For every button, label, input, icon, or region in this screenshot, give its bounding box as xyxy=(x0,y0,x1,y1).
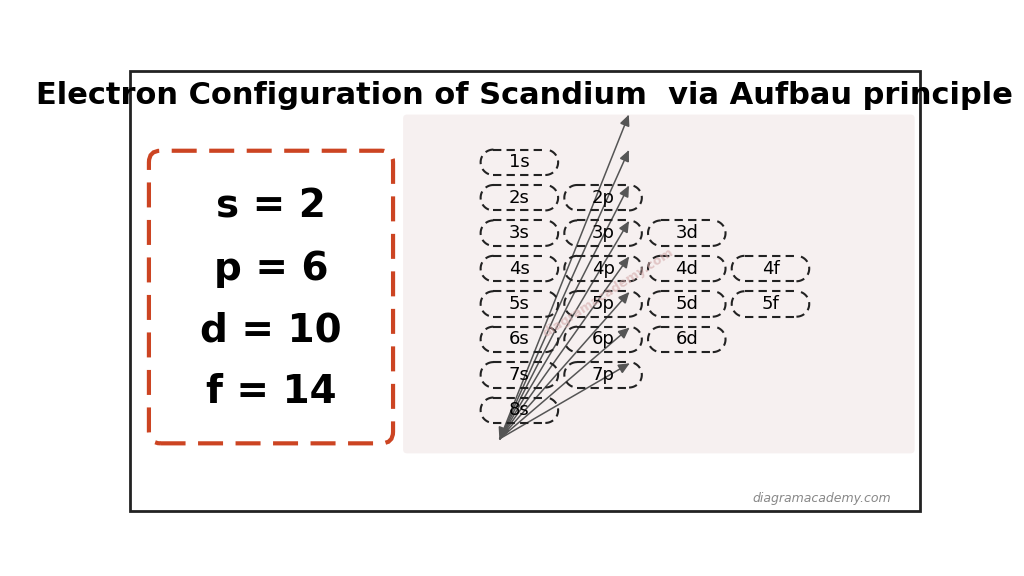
Polygon shape xyxy=(620,222,628,233)
Text: d = 10: d = 10 xyxy=(200,311,342,349)
Polygon shape xyxy=(618,293,628,303)
FancyBboxPatch shape xyxy=(403,115,914,453)
Text: 5f: 5f xyxy=(762,295,779,313)
Polygon shape xyxy=(621,116,629,126)
FancyBboxPatch shape xyxy=(148,151,393,444)
Text: 4f: 4f xyxy=(762,260,779,278)
Text: 8s: 8s xyxy=(509,401,529,419)
Polygon shape xyxy=(620,258,628,268)
Text: 2s: 2s xyxy=(509,189,529,207)
Text: 3s: 3s xyxy=(509,224,529,242)
Polygon shape xyxy=(618,364,628,373)
Text: s = 2: s = 2 xyxy=(216,188,326,226)
Text: Electron Configuration of Scandium  via Aufbau principle: Electron Configuration of Scandium via A… xyxy=(37,81,1013,111)
Text: 5p: 5p xyxy=(592,295,614,313)
Text: 3p: 3p xyxy=(592,224,614,242)
Text: 7p: 7p xyxy=(592,366,614,384)
Text: diagramacademy.com: diagramacademy.com xyxy=(753,492,891,505)
Text: 6p: 6p xyxy=(592,331,614,348)
Polygon shape xyxy=(500,427,509,438)
Text: f = 14: f = 14 xyxy=(206,373,336,411)
Text: 6d: 6d xyxy=(676,331,698,348)
Text: 4p: 4p xyxy=(592,260,614,278)
Text: 7s: 7s xyxy=(509,366,529,384)
Text: 6s: 6s xyxy=(509,331,529,348)
Polygon shape xyxy=(618,329,628,338)
Polygon shape xyxy=(621,151,629,162)
Text: 4d: 4d xyxy=(676,260,698,278)
Text: 5s: 5s xyxy=(509,295,529,313)
Polygon shape xyxy=(621,187,628,197)
Text: 5d: 5d xyxy=(676,295,698,313)
Text: 3d: 3d xyxy=(676,224,698,242)
Text: 2p: 2p xyxy=(592,189,614,207)
Text: p = 6: p = 6 xyxy=(214,249,329,287)
Text: 4s: 4s xyxy=(509,260,529,278)
Text: diagramacademy.com: diagramacademy.com xyxy=(541,246,677,340)
Text: 1s: 1s xyxy=(509,153,529,171)
